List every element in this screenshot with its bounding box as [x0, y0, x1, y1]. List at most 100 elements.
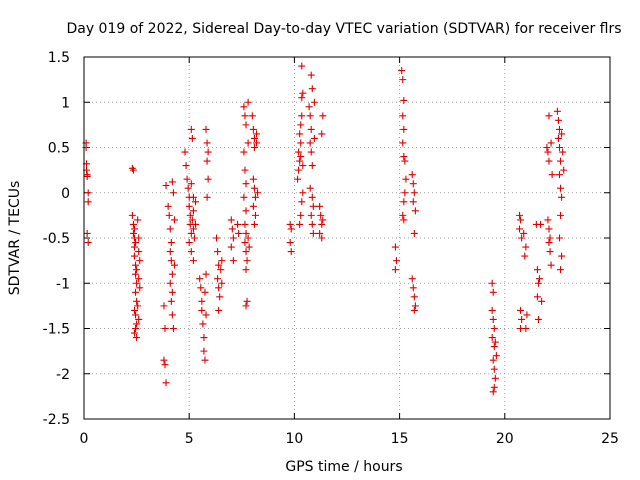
data-point [242, 248, 250, 256]
data-point [218, 279, 226, 287]
data-point [250, 220, 258, 228]
data-point [536, 275, 544, 283]
data-point [240, 148, 248, 156]
data-point [544, 148, 552, 156]
data-point [189, 225, 197, 233]
data-point [130, 306, 138, 314]
data-point [249, 175, 257, 183]
data-point [488, 306, 496, 314]
data-point [249, 202, 257, 210]
data-point [244, 139, 252, 147]
data-point [243, 297, 251, 305]
data-point [520, 229, 528, 237]
data-point [135, 234, 143, 242]
data-point [243, 257, 251, 265]
data-point [248, 112, 256, 120]
data-point [184, 184, 192, 192]
data-point [161, 361, 169, 369]
data-point [130, 329, 138, 337]
data-point [410, 229, 418, 237]
data-point [187, 229, 195, 237]
y-tick-label: 1 [61, 95, 70, 111]
grid-lines [84, 57, 610, 419]
data-point [556, 171, 564, 179]
data-point [310, 98, 318, 106]
data-point [214, 275, 222, 283]
data-point [307, 125, 315, 133]
data-point [402, 175, 410, 183]
data-point [242, 302, 250, 310]
data-point [308, 162, 316, 170]
data-point [559, 148, 567, 156]
data-point [199, 320, 207, 328]
data-point [133, 279, 141, 287]
plot-frame [83, 56, 611, 420]
data-point [411, 207, 419, 215]
data-point [165, 211, 173, 219]
data-point [399, 112, 407, 120]
data-point [164, 202, 172, 210]
data-point [317, 211, 325, 219]
data-point [516, 211, 524, 219]
data-point [297, 153, 305, 161]
data-point [545, 239, 553, 247]
data-point [306, 184, 314, 192]
data-point [488, 279, 496, 287]
data-point [547, 261, 555, 269]
data-point [244, 234, 252, 242]
data-point [251, 193, 259, 201]
data-point [132, 270, 140, 278]
data-point [216, 293, 224, 301]
data-point [398, 67, 406, 75]
data-point [557, 157, 565, 165]
data-point [400, 216, 408, 224]
data-point [229, 234, 237, 242]
data-point [297, 139, 305, 147]
data-point [554, 116, 562, 124]
data-point [227, 216, 235, 224]
data-point [198, 297, 206, 305]
data-point [490, 343, 498, 351]
data-point [399, 211, 407, 219]
data-point [160, 356, 168, 364]
data-point [245, 243, 253, 251]
data-point [187, 248, 195, 256]
data-point [287, 225, 295, 233]
data-point [185, 202, 193, 210]
data-point [134, 216, 142, 224]
data-point [286, 239, 294, 247]
x-tick-label: 10 [285, 431, 303, 447]
data-point [130, 243, 138, 251]
y-tick-label: -2 [56, 367, 70, 383]
data-point [218, 257, 226, 265]
data-point [182, 162, 190, 170]
x-tick-label: 5 [185, 431, 194, 447]
data-point [299, 189, 307, 197]
data-point [305, 103, 313, 111]
data-point [168, 288, 176, 296]
data-point [162, 379, 170, 387]
data-point [296, 157, 304, 165]
data-point [251, 211, 259, 219]
data-point [297, 211, 305, 219]
data-point [491, 374, 499, 382]
x-tick-label: 25 [601, 431, 619, 447]
data-point [309, 229, 317, 237]
data-point [521, 252, 529, 260]
data-point [135, 315, 143, 323]
data-point [242, 121, 250, 129]
data-point [166, 225, 174, 233]
data-point [488, 334, 496, 342]
data-point [189, 193, 197, 201]
data-point [518, 315, 526, 323]
data-point [298, 112, 306, 120]
data-point [169, 325, 177, 332]
data-point [310, 134, 318, 142]
data-point [132, 239, 140, 247]
data-point [400, 153, 408, 161]
data-point [489, 315, 497, 323]
data-point [202, 311, 210, 319]
data-point [204, 148, 212, 156]
data-point [249, 125, 257, 133]
data-point [401, 189, 409, 197]
